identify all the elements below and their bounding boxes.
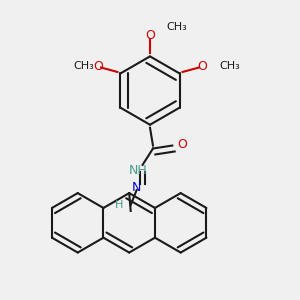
Text: CH₃: CH₃ [166, 22, 187, 32]
Text: O: O [197, 59, 207, 73]
Text: CH₃: CH₃ [73, 61, 94, 71]
Text: O: O [93, 59, 103, 73]
Text: N: N [132, 181, 141, 194]
Text: O: O [177, 138, 187, 151]
Text: O: O [145, 29, 155, 42]
Text: NH: NH [129, 164, 148, 177]
Text: H: H [115, 200, 123, 210]
Text: CH₃: CH₃ [220, 61, 241, 71]
